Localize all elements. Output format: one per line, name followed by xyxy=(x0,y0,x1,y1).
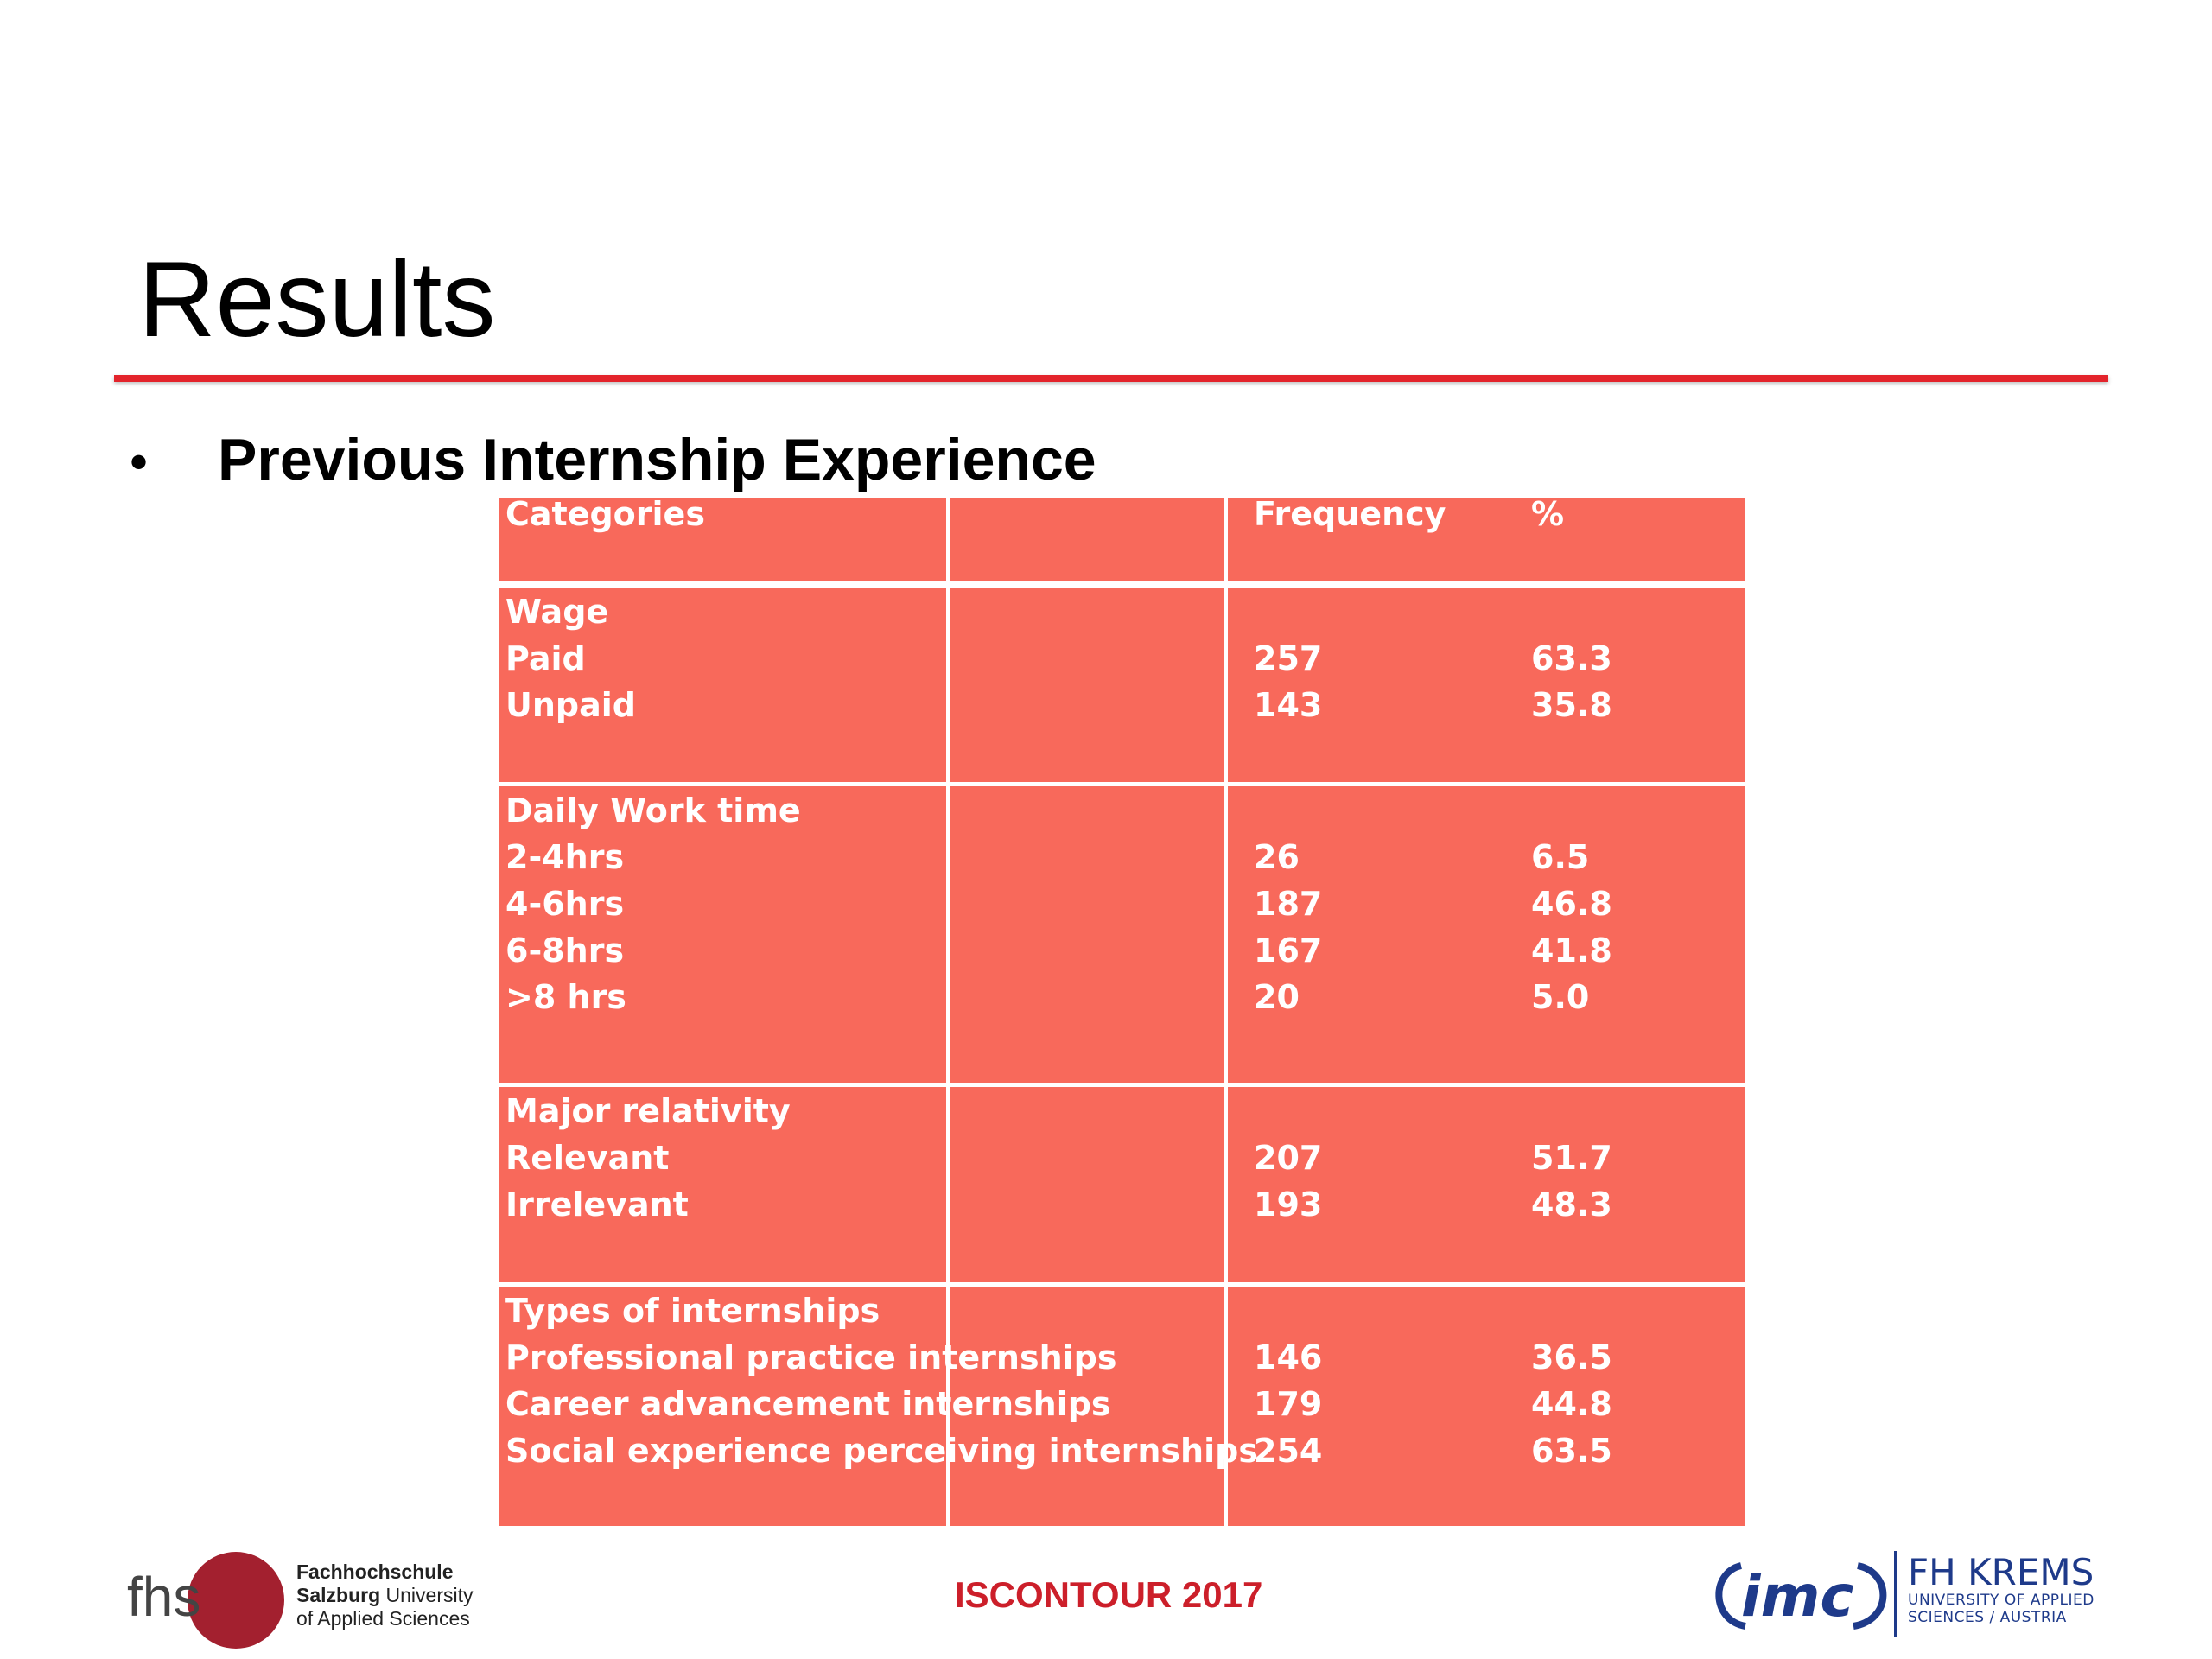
fhs-logo: fhs xyxy=(125,1547,488,1650)
krems-sub1: UNIVERSITY OF APPLIED xyxy=(1908,1592,2094,1609)
row-percent: 41.8 xyxy=(1531,931,1612,969)
row-label: Paid xyxy=(505,639,586,677)
fhs-line3: of Applied Sciences xyxy=(296,1607,470,1630)
table-row: Career advancement internships 179 44.8 xyxy=(499,1381,1745,1427)
header-categories: Categories xyxy=(505,495,705,533)
table-row: Paid 257 63.3 xyxy=(499,635,1745,682)
row-label: Social experience perceiving internships xyxy=(505,1432,1258,1470)
row-frequency: 146 xyxy=(1254,1338,1323,1376)
header-frequency: Frequency xyxy=(1254,495,1446,533)
row-frequency: 20 xyxy=(1254,978,1300,1016)
row-percent: 63.5 xyxy=(1531,1432,1612,1470)
row-percent: 46.8 xyxy=(1531,885,1612,923)
header-percent: % xyxy=(1531,495,1565,533)
fhs-line1: Fachhochschule xyxy=(296,1560,454,1583)
header-divider xyxy=(499,581,1745,588)
table-row: 2-4hrs 26 6.5 xyxy=(499,834,1745,880)
row-label: Unpaid xyxy=(505,686,636,724)
row-percent: 48.3 xyxy=(1531,1185,1612,1224)
row-label: Irrelevant xyxy=(505,1185,689,1224)
row-percent: 51.7 xyxy=(1531,1139,1612,1177)
row-percent: 35.8 xyxy=(1531,686,1612,724)
row-frequency: 179 xyxy=(1254,1385,1323,1423)
fhs-logo-mark: fhs xyxy=(127,1552,284,1649)
row-label: Professional practice internships xyxy=(505,1338,1117,1376)
row-label: >8 hrs xyxy=(505,978,626,1016)
table-row: 6-8hrs 167 41.8 xyxy=(499,927,1745,974)
row-divider xyxy=(499,1282,1745,1287)
title-divider xyxy=(114,375,2108,382)
row-frequency: 254 xyxy=(1254,1432,1323,1470)
row-label: 2-4hrs xyxy=(505,838,625,876)
internship-table: Categories Frequency % Wage Paid 257 63.3 Un… xyxy=(499,495,1745,1526)
row-frequency: 167 xyxy=(1254,931,1323,969)
row-percent: 63.3 xyxy=(1531,639,1612,677)
row-percent: 5.0 xyxy=(1531,978,1590,1016)
row-frequency: 187 xyxy=(1254,885,1323,923)
row-frequency: 143 xyxy=(1254,686,1323,724)
table-row: >8 hrs 20 5.0 xyxy=(499,974,1745,1020)
slide-title: Results xyxy=(138,240,496,359)
fh-krems-wordmark: FH KREMS UNIVERSITY OF APPLIED SCIENCES … xyxy=(1908,1551,2094,1627)
row-label: Relevant xyxy=(505,1139,670,1177)
imc-logo-mark: imc xyxy=(1715,1562,1887,1630)
row-label: 4-6hrs xyxy=(505,885,625,923)
logo-divider xyxy=(1894,1551,1897,1637)
row-percent: 36.5 xyxy=(1531,1338,1612,1376)
fhs-logo-text: fhs xyxy=(127,1566,200,1628)
row-label: Career advancement internships xyxy=(505,1385,1111,1423)
table-row: Social experience perceiving internships… xyxy=(499,1427,1745,1474)
column-divider xyxy=(1224,498,1228,1526)
row-frequency: 207 xyxy=(1254,1139,1323,1177)
row-percent: 6.5 xyxy=(1531,838,1590,876)
bullet-dot-icon: • xyxy=(130,433,149,491)
group-title: Daily Work time xyxy=(505,791,801,830)
krems-sub2: SCIENCES / AUSTRIA xyxy=(1908,1609,2067,1626)
group-title: Wage xyxy=(505,593,609,631)
row-frequency: 26 xyxy=(1254,838,1300,876)
krems-name: FH KREMS xyxy=(1908,1551,2094,1593)
row-divider xyxy=(499,782,1745,786)
table-row: Unpaid 143 35.8 xyxy=(499,682,1745,728)
imc-logo-text: imc xyxy=(1741,1563,1854,1630)
row-frequency: 257 xyxy=(1254,639,1323,677)
bullet-text: Previous Internship Experience xyxy=(218,427,1096,493)
row-label: 6-8hrs xyxy=(505,931,625,969)
group-title: Major relativity xyxy=(505,1092,791,1130)
table-row: Professional practice internships 146 36.5 xyxy=(499,1334,1745,1381)
imc-logo: imc xyxy=(1707,1547,1897,1642)
table-row: Irrelevant 193 48.3 xyxy=(499,1181,1745,1228)
bullet-item: • Previous Internship Experience xyxy=(130,430,1096,489)
fhs-line2-bold: Salzburg xyxy=(296,1584,381,1606)
row-frequency: 193 xyxy=(1254,1185,1323,1224)
fhs-line2-rest: University xyxy=(380,1584,474,1606)
column-divider xyxy=(946,498,950,1526)
table-row: Relevant 207 51.7 xyxy=(499,1135,1745,1181)
row-percent: 44.8 xyxy=(1531,1385,1612,1423)
table-row: 4-6hrs 187 46.8 xyxy=(499,880,1745,927)
fhs-wordmark: Fachhochschule Salzburg University of Ap… xyxy=(296,1560,473,1630)
group-title: Types of internships xyxy=(505,1292,880,1330)
row-divider xyxy=(499,1083,1745,1087)
conference-label: ISCONTOUR 2017 xyxy=(955,1574,1263,1615)
